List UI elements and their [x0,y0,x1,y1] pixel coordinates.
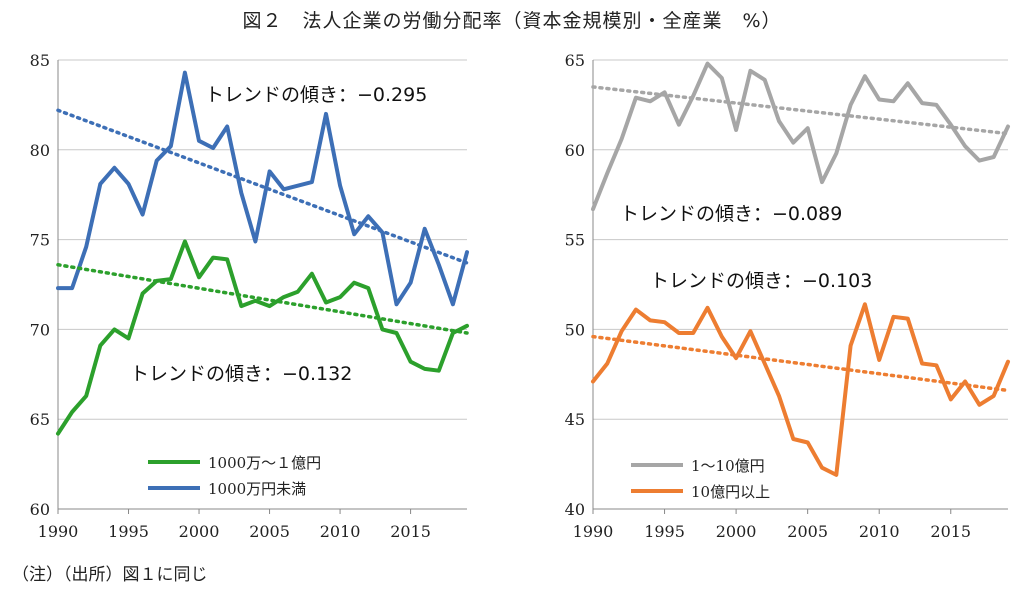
x-tick-label: 1990 [38,522,79,541]
legend-label: 1000万円未満 [208,480,306,498]
legend-label: 10億円以上 [691,483,770,501]
x-tick-label: 1995 [108,522,149,541]
y-tick-label: 75 [30,231,50,250]
y-tick-label: 65 [565,51,585,70]
x-tick-label: 2015 [390,522,431,541]
figure-title: 図２ 法人企業の労働分配率（資本金規模別・全産業 %） [242,10,782,32]
y-tick-label: 60 [30,500,50,519]
trend-annotation-small-bottom: トレンドの傾き：−0.132 [130,363,352,385]
trend-line [56,108,469,265]
y-tick-label: 50 [565,320,585,339]
x-tick-label: 2015 [930,522,971,541]
source-note: （注）（出所）図１に同じ [12,565,208,585]
x-tick-label: 1990 [573,522,614,541]
y-tick-label: 80 [30,141,50,160]
y-tick-label: 60 [565,141,585,160]
x-tick-label: 2010 [320,522,361,541]
y-tick-label: 40 [565,500,585,519]
trend-line [591,334,1010,393]
x-tick-label: 2005 [249,522,290,541]
x-tick-label: 2000 [716,522,757,541]
trend-annotation-large-top: トレンドの傾き：−0.089 [620,203,842,225]
trend-annotation-large-bottom: トレンドの傾き：−0.103 [650,270,872,292]
legend-label: 1000万～１億円 [208,454,321,472]
legend-label: 1～10億円 [691,457,765,475]
series-line [56,70,469,307]
x-tick-label: 2010 [859,522,900,541]
right-chart: 40 45 50 55 60 65 1990 1995 2000 2005 2010 2015 1～10… [565,51,1010,541]
series-line [591,302,1010,477]
series-line [56,239,469,436]
trend-line [591,85,1010,136]
x-tick-label: 2000 [179,522,220,541]
left-chart: 60 65 70 75 80 85 1990 1995 2000 2005 2010 2015 1000… [30,51,469,541]
x-tick-label: 1995 [644,522,685,541]
series-line [591,61,1010,212]
y-tick-label: 65 [30,410,50,429]
trend-line [56,262,469,335]
y-tick-label: 70 [30,320,50,339]
y-tick-label: 55 [565,231,585,250]
trend-annotation-small-top: トレンドの傾き：−0.295 [205,84,427,106]
y-tick-label: 85 [30,51,50,70]
y-tick-label: 45 [565,410,585,429]
x-tick-label: 2005 [787,522,828,541]
